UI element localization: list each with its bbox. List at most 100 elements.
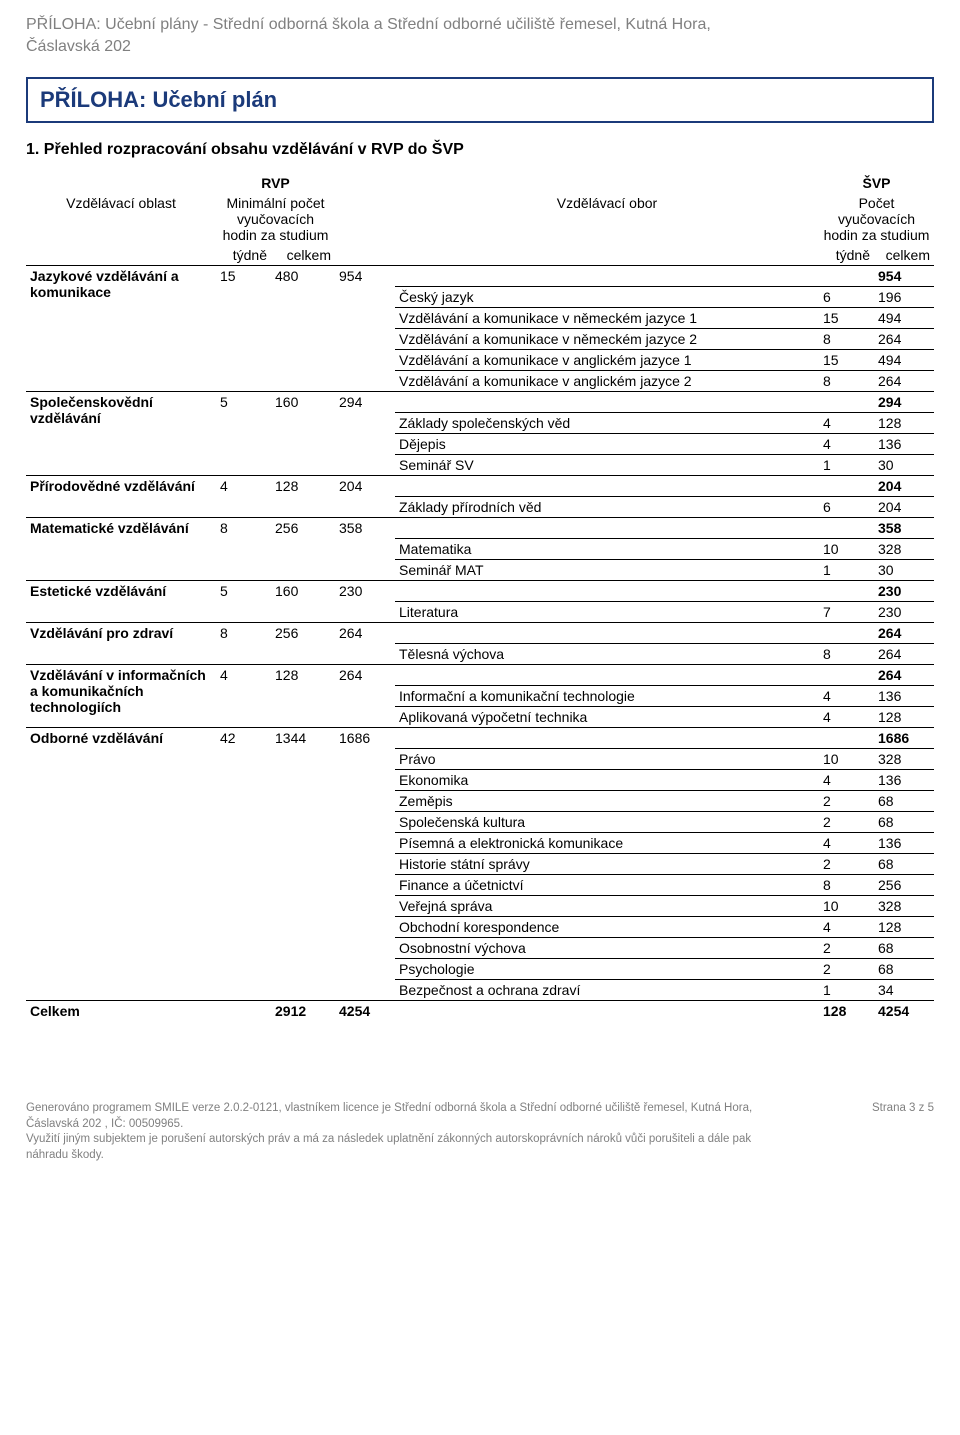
obor-tydne: 1 <box>819 455 874 476</box>
group-total: 204 <box>874 476 934 497</box>
obor-celkem: 30 <box>874 560 934 581</box>
oblast-extra: 264 <box>335 623 395 665</box>
oblast-cell: Vzdělávání pro zdraví <box>26 623 216 665</box>
group-total-spacer <box>395 728 819 749</box>
oblast-extra: 954 <box>335 266 395 392</box>
obor-tydne: 4 <box>819 707 874 728</box>
obor-name: Vzdělávání a komunikace v anglickém jazy… <box>395 350 819 371</box>
table-head: RVP ŠVP Vzdělávací oblast Minimální poče… <box>26 173 934 266</box>
obor-celkem: 68 <box>874 854 934 875</box>
obor-name: Zeměpis <box>395 791 819 812</box>
obor-celkem: 264 <box>874 371 934 392</box>
group-total-spacer <box>395 518 819 539</box>
obor-tydne: 8 <box>819 644 874 665</box>
oblast-celkem: 1344 <box>271 728 335 1001</box>
oblast-extra: 230 <box>335 581 395 623</box>
group-total: 358 <box>874 518 934 539</box>
obor-name: Obchodní korespondence <box>395 917 819 938</box>
obor-name: Informační a komunikační technologie <box>395 686 819 707</box>
obor-tydne: 4 <box>819 833 874 854</box>
obor-tydne: 4 <box>819 917 874 938</box>
obor-name: Matematika <box>395 539 819 560</box>
obor-tydne: 10 <box>819 749 874 770</box>
obor-name: Společenská kultura <box>395 812 819 833</box>
group-total-spacer <box>395 665 819 686</box>
obor-name: Finance a účetnictví <box>395 875 819 896</box>
oblast-cell: Jazykové vzdělávání a komunikace <box>26 266 216 392</box>
oblast-tydne: 8 <box>216 518 271 581</box>
oblast-cell: Estetické vzdělávání <box>26 581 216 623</box>
oblast-tydne: 15 <box>216 266 271 392</box>
group-total-tydne-blank <box>819 518 874 539</box>
obor-name: Aplikovaná výpočetní technika <box>395 707 819 728</box>
obor-celkem: 128 <box>874 413 934 434</box>
oblast-tydne: 8 <box>216 623 271 665</box>
group-total: 294 <box>874 392 934 413</box>
obor-name: Základy přírodních věd <box>395 497 819 518</box>
totals-celkem: 2912 <box>271 1001 335 1022</box>
obor-celkem: 68 <box>874 938 934 959</box>
group-total-tydne-blank <box>819 476 874 497</box>
group-total-tydne-blank <box>819 728 874 749</box>
table-body: Jazykové vzdělávání a komunikace15480954… <box>26 266 934 1022</box>
oblast-extra: 1686 <box>335 728 395 1001</box>
totals-tydne2: 128 <box>819 1001 874 1022</box>
obor-tydne: 2 <box>819 812 874 833</box>
obor-celkem: 328 <box>874 749 934 770</box>
group-total: 1686 <box>874 728 934 749</box>
obor-name: Tělesná výchova <box>395 644 819 665</box>
totals-blank <box>216 1001 271 1022</box>
obor-celkem: 128 <box>874 707 934 728</box>
group-total: 954 <box>874 266 934 287</box>
header-celkem-2: celkem <box>874 245 934 266</box>
obor-name: Dějepis <box>395 434 819 455</box>
header-line1: PŘÍLOHA: Učební plány - Střední odborná … <box>26 14 934 36</box>
obor-celkem: 230 <box>874 602 934 623</box>
oblast-tydne: 42 <box>216 728 271 1001</box>
oblast-tydne: 4 <box>216 665 271 728</box>
obor-tydne: 1 <box>819 980 874 1001</box>
obor-name: Bezpečnost a ochrana zdraví <box>395 980 819 1001</box>
obor-name: Literatura <box>395 602 819 623</box>
obor-tydne: 4 <box>819 413 874 434</box>
footer-left-1: Generováno programem SMILE verze 2.0.2-0… <box>26 1101 786 1132</box>
oblast-extra: 264 <box>335 665 395 728</box>
oblast-celkem: 160 <box>271 581 335 623</box>
obor-celkem: 328 <box>874 896 934 917</box>
group-total-spacer <box>395 392 819 413</box>
group-total-tydne-blank <box>819 392 874 413</box>
obor-name: Vzdělávání a komunikace v německém jazyc… <box>395 308 819 329</box>
obor-celkem: 34 <box>874 980 934 1001</box>
group-total: 230 <box>874 581 934 602</box>
obor-celkem: 136 <box>874 770 934 791</box>
oblast-celkem: 256 <box>271 623 335 665</box>
page-title: PŘÍLOHA: Učební plán <box>40 87 920 113</box>
curriculum-table: RVP ŠVP Vzdělávací oblast Minimální poče… <box>26 173 934 1021</box>
obor-tydne: 4 <box>819 686 874 707</box>
header-tydne-2: týdně <box>819 245 874 266</box>
obor-name: Písemná a elektronická komunikace <box>395 833 819 854</box>
obor-tydne: 6 <box>819 497 874 518</box>
obor-name: Základy společenských věd <box>395 413 819 434</box>
obor-name: Historie státní správy <box>395 854 819 875</box>
obor-name: Český jazyk <box>395 287 819 308</box>
obor-name: Právo <box>395 749 819 770</box>
obor-name: Vzdělávání a komunikace v anglickém jazy… <box>395 371 819 392</box>
obor-celkem: 264 <box>874 644 934 665</box>
obor-celkem: 196 <box>874 287 934 308</box>
oblast-celkem: 128 <box>271 665 335 728</box>
obor-tydne: 1 <box>819 560 874 581</box>
obor-tydne: 4 <box>819 770 874 791</box>
page-header: PŘÍLOHA: Učební plány - Střední odborná … <box>26 14 934 57</box>
totals-label: Celkem <box>26 1001 216 1022</box>
obor-tydne: 4 <box>819 434 874 455</box>
obor-celkem: 328 <box>874 539 934 560</box>
header-pocet: Počet vyučovacích hodin za studium <box>819 193 934 245</box>
obor-celkem: 136 <box>874 833 934 854</box>
oblast-extra: 358 <box>335 518 395 581</box>
obor-celkem: 494 <box>874 308 934 329</box>
obor-tydne: 8 <box>819 329 874 350</box>
footer-left-2: Využití jiným subjektem je porušení auto… <box>26 1132 786 1163</box>
group-total-spacer <box>395 266 819 287</box>
header-min: Minimální počet vyučovacích hodin za stu… <box>216 193 335 245</box>
